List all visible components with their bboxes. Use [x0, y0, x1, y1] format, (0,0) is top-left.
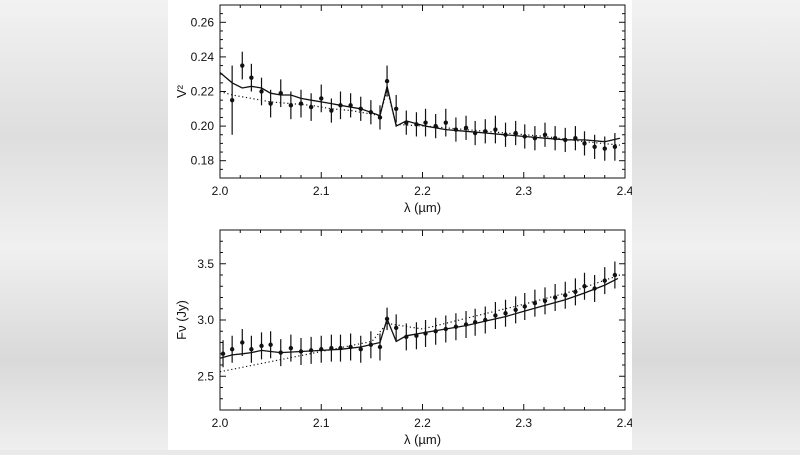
data-point — [377, 344, 383, 350]
data-point — [513, 307, 518, 313]
background-left — [0, 0, 168, 450]
data-point — [308, 104, 314, 110]
model-line-solid — [219, 72, 621, 143]
x-tick-label: 2.4 — [617, 184, 632, 198]
y-axis-title: Fν (Jy) — [174, 300, 189, 340]
x-axis-title: λ (µm) — [404, 432, 441, 447]
model-line-solid — [219, 277, 619, 359]
y-tick-label: 0.18 — [191, 154, 215, 168]
data-point — [259, 343, 264, 349]
x-tick-label: 2.0 — [212, 416, 229, 430]
x-tick-label: 2.0 — [212, 184, 229, 198]
data-point — [377, 115, 383, 120]
data-point — [573, 289, 578, 295]
x-tick-label: 2.1 — [313, 184, 330, 198]
data-point — [240, 63, 245, 68]
data-point — [268, 101, 273, 106]
chart-figure: 2.0 2.1 2.2 2.3 2.4 0.18 0.20 0.22 0.24 0.26 λ (µm… — [174, 4, 634, 447]
figure-panel: 2.0 2.1 2.2 2.3 2.4 0.18 0.20 0.22 0.24 0.26 λ (µm… — [168, 0, 634, 450]
data-point — [532, 300, 538, 306]
y-tick-label: 0.20 — [191, 119, 215, 133]
series-data-points — [229, 51, 618, 161]
data-point — [268, 342, 273, 347]
y-axis-title: V² — [174, 84, 189, 98]
x-tick-label: 2.2 — [414, 184, 431, 198]
data-point — [503, 311, 508, 316]
data-point — [582, 141, 587, 146]
y-tick-label: 0.24 — [191, 50, 215, 64]
y-tick-label: 3.5 — [197, 257, 214, 271]
y-tick-label: 0.22 — [191, 85, 215, 99]
data-point — [393, 325, 399, 331]
data-point — [249, 75, 254, 80]
y-tick-label: 3.0 — [197, 313, 214, 327]
y-tick-label: 2.5 — [197, 369, 214, 383]
data-point — [592, 144, 597, 150]
data-point — [602, 146, 607, 151]
chart-1: 2.0 2.1 2.2 2.3 2.4 0.18 0.20 0.22 0.24 0.26 λ (µm… — [174, 4, 634, 215]
x-tick-label: 2.3 — [515, 184, 532, 198]
data-point — [288, 345, 294, 351]
data-point — [288, 103, 294, 108]
data-point — [229, 347, 235, 352]
data-point — [240, 340, 245, 345]
data-point — [249, 347, 254, 352]
data-point — [443, 120, 448, 125]
x-tick-label: 2.1 — [313, 416, 330, 430]
series-data-points — [220, 261, 618, 368]
data-point — [259, 89, 264, 94]
x-tick-label: 2.4 — [617, 416, 632, 430]
chart-2: 2.0 2.1 2.2 2.3 2.4 2.5 3.0 3.5 λ (µm) Fν (Jy) — [174, 229, 634, 447]
data-point — [393, 106, 399, 112]
model-line-dotted — [219, 274, 621, 373]
data-point — [358, 347, 363, 352]
data-point — [423, 120, 428, 125]
data-point — [493, 313, 498, 318]
x-tick-label: 2.3 — [515, 416, 532, 430]
background-right — [632, 0, 800, 450]
y-tick-label: 0.26 — [191, 15, 215, 29]
data-point — [220, 351, 226, 356]
data-point — [493, 127, 498, 132]
plot-frame — [219, 229, 626, 411]
data-point — [229, 97, 235, 103]
data-point — [298, 101, 304, 106]
data-point — [552, 295, 558, 300]
data-point — [513, 130, 518, 136]
data-point — [563, 293, 568, 298]
x-axis-title: λ (µm) — [404, 200, 441, 215]
data-point — [522, 304, 527, 309]
model-line-dotted — [219, 87, 620, 146]
data-point — [612, 144, 618, 150]
data-point — [319, 96, 324, 101]
data-point — [542, 298, 548, 304]
data-point — [384, 78, 390, 84]
x-tick-label: 2.2 — [414, 416, 431, 430]
